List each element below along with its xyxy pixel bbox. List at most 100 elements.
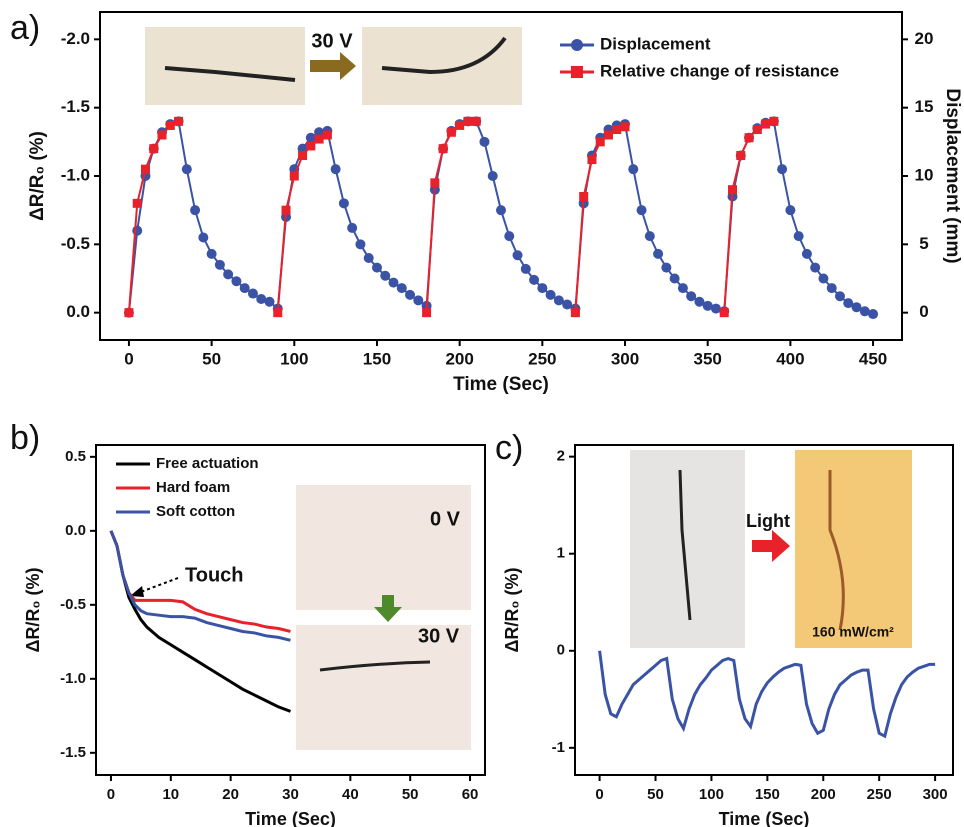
point (396, 283, 407, 294)
photo (145, 27, 305, 105)
point (694, 296, 705, 307)
photo (362, 27, 522, 105)
photo (795, 450, 912, 648)
point (347, 222, 358, 233)
annotation: 30 V (418, 625, 460, 647)
point (537, 283, 548, 294)
photo-strip (828, 470, 845, 631)
arrow (374, 595, 402, 622)
y-tick-label: 0.0 (65, 522, 86, 539)
point (430, 178, 440, 188)
y-tick-label: -0.5 (61, 234, 90, 253)
point (413, 295, 424, 306)
x-tick-label: 150 (755, 786, 780, 803)
y-tick-label: 0 (557, 642, 565, 659)
y2-tick-label: 15 (915, 97, 934, 116)
y-axis-title: ΔR/R₀ (%) (23, 567, 43, 652)
legend-label: Relative change of resistance (600, 61, 839, 80)
point (644, 231, 655, 242)
x-tick-label: 0 (595, 786, 603, 803)
point (446, 127, 456, 137)
panel-label: c) (495, 429, 523, 467)
y-tick-label: -2.0 (61, 29, 90, 48)
point (463, 116, 473, 126)
x-tick-label: 0 (107, 786, 115, 803)
y-tick-label: -1.0 (60, 670, 86, 687)
point (686, 291, 697, 302)
y-tick-label: -1.5 (61, 97, 90, 116)
point (206, 248, 217, 259)
photo-strip (319, 660, 431, 672)
point (826, 283, 837, 294)
point (859, 306, 870, 317)
point (149, 144, 159, 154)
annotation: 160 mW/cm² (812, 624, 894, 640)
point (256, 294, 267, 304)
point (677, 283, 688, 294)
x-tick-label: 250 (528, 349, 556, 368)
point (371, 262, 382, 273)
point (438, 144, 448, 154)
point (818, 273, 829, 284)
point (363, 253, 374, 263)
point (273, 308, 283, 318)
point (587, 155, 597, 165)
point (132, 198, 142, 208)
photo (630, 450, 745, 648)
point (289, 171, 299, 181)
point (834, 291, 845, 302)
series-line (109, 530, 291, 642)
point (380, 270, 391, 281)
point (785, 205, 796, 216)
y-tick-label: 0.5 (65, 448, 86, 465)
point (661, 262, 672, 273)
point (223, 269, 234, 280)
series-line (127, 120, 874, 315)
point (752, 125, 762, 135)
x-tick-label: 150 (363, 349, 391, 368)
x-tick-label: 50 (647, 786, 664, 803)
point (355, 239, 366, 250)
x-axis-title: Time (Sec) (453, 374, 549, 395)
x-tick-label: 250 (867, 786, 892, 803)
legend-label: Displacement (600, 34, 711, 53)
series-line (598, 650, 936, 739)
y-tick-label: -1.5 (60, 744, 86, 761)
point (181, 164, 192, 175)
point (190, 205, 201, 216)
point (231, 276, 242, 287)
annotation: 0 V (430, 508, 461, 530)
x-tick-label: 20 (222, 786, 239, 803)
x-tick-label: 400 (776, 349, 804, 368)
point (132, 225, 143, 236)
point (628, 164, 639, 175)
y-tick-label: 1 (557, 545, 565, 562)
photo (296, 625, 471, 750)
series-line (127, 120, 775, 313)
point (761, 119, 771, 129)
point (603, 130, 613, 140)
x-tick-label: 350 (694, 349, 722, 368)
x-tick-label: 300 (611, 349, 639, 368)
x-tick-label: 40 (342, 786, 359, 803)
point (314, 134, 324, 144)
point (174, 116, 184, 126)
x-tick-label: 200 (445, 349, 473, 368)
annotation: Light (746, 511, 790, 531)
x-tick-label: 0 (124, 349, 133, 368)
x-tick-label: 10 (162, 786, 179, 803)
point (636, 205, 647, 216)
point (455, 120, 465, 130)
photo-strip (381, 36, 507, 75)
point (214, 259, 225, 270)
photo (296, 485, 471, 610)
point (247, 288, 258, 299)
point (744, 133, 754, 143)
legend-label: Free actuation (156, 455, 259, 472)
point (851, 302, 862, 313)
x-tick-label: 30 (282, 786, 299, 803)
y2-tick-label: 10 (915, 165, 934, 184)
photo-strip (164, 66, 296, 82)
point (595, 137, 605, 147)
